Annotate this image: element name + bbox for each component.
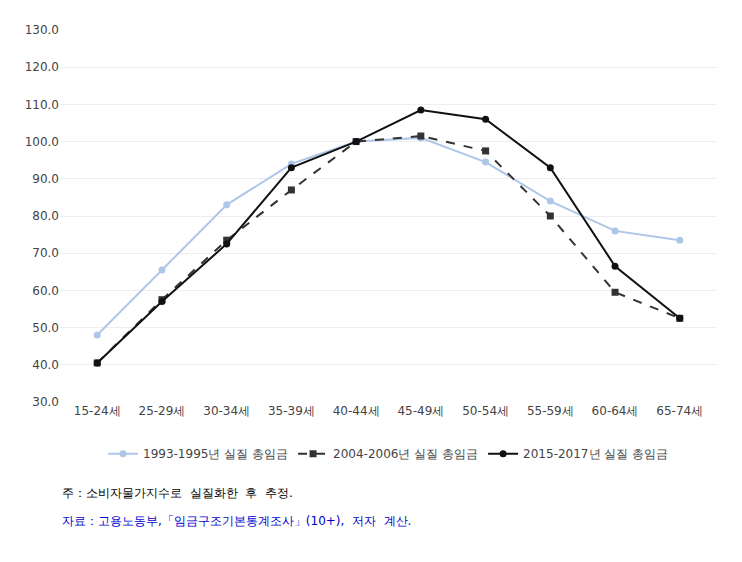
svg-text:2015-2017년 실질 총임금: 2015-2017년 실질 총임금 (523, 447, 668, 461)
svg-text:25-29세: 25-29세 (139, 404, 186, 418)
svg-text:2004-2006년 실질 총임금: 2004-2006년 실질 총임금 (333, 447, 478, 461)
svg-text:110.0: 110.0 (25, 98, 59, 112)
svg-text:90.0: 90.0 (32, 172, 59, 186)
svg-text:60.0: 60.0 (32, 284, 59, 298)
svg-text:130.0: 130.0 (25, 23, 59, 37)
svg-text:60-64세: 60-64세 (592, 404, 639, 418)
svg-text:40.0: 40.0 (32, 358, 59, 372)
svg-text:70.0: 70.0 (32, 246, 59, 260)
svg-text:55-59세: 55-59세 (527, 404, 574, 418)
svg-text:주：소비자물가지수로 실질화한 후 추정.: 주：소비자물가지수로 실질화한 후 추정. (62, 486, 293, 500)
svg-text:50.0: 50.0 (32, 321, 59, 335)
svg-text:45-49세: 45-49세 (397, 404, 444, 418)
svg-text:120.0: 120.0 (25, 60, 59, 74)
svg-text:65-74세: 65-74세 (656, 404, 703, 418)
svg-text:80.0: 80.0 (32, 209, 59, 223)
svg-text:35-39세: 35-39세 (268, 404, 315, 418)
svg-text:30.0: 30.0 (32, 395, 59, 409)
svg-text:40-44세: 40-44세 (333, 404, 380, 418)
svg-text:30-34세: 30-34세 (203, 404, 250, 418)
svg-text:1993-1995년 실질 총임금: 1993-1995년 실질 총임금 (143, 447, 288, 461)
svg-text:자료：고용노동부,「임금구조기본통계조사」(10+), 저: 자료：고용노동부,「임금구조기본통계조사」(10+), 저자 계산. (62, 514, 411, 528)
svg-text:15-24세: 15-24세 (74, 404, 121, 418)
svg-text:100.0: 100.0 (25, 135, 59, 149)
svg-text:50-54세: 50-54세 (462, 404, 509, 418)
